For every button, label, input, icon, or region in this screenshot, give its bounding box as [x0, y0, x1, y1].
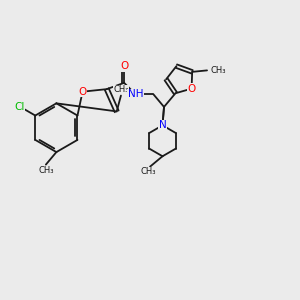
- Text: CH₃: CH₃: [210, 66, 226, 75]
- Text: Cl: Cl: [14, 102, 25, 112]
- Text: NH: NH: [128, 89, 143, 99]
- Text: N: N: [159, 120, 167, 130]
- Text: O: O: [78, 87, 87, 97]
- Text: O: O: [188, 84, 196, 94]
- Text: CH₃: CH₃: [141, 167, 156, 176]
- Text: CH₃: CH₃: [113, 85, 129, 94]
- Text: O: O: [120, 61, 128, 71]
- Text: N: N: [159, 120, 167, 130]
- Text: CH₃: CH₃: [38, 166, 54, 175]
